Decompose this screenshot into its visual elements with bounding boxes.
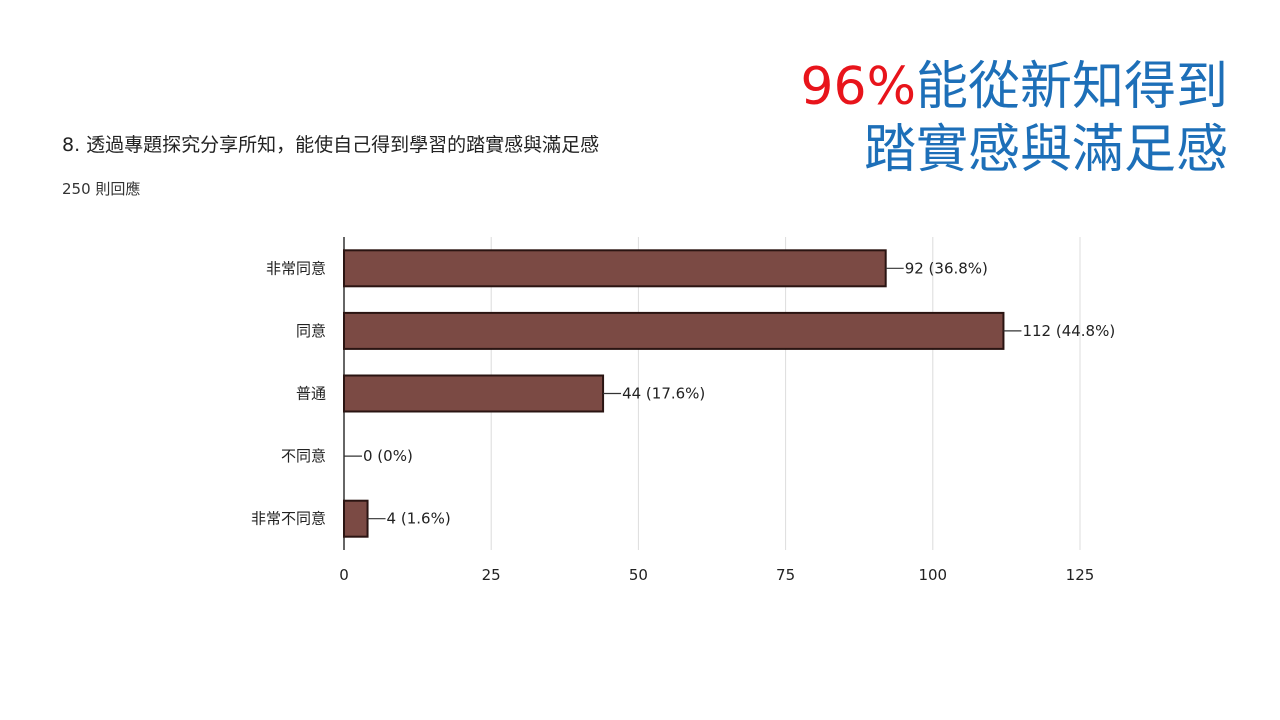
bar	[343, 249, 887, 288]
bar	[343, 311, 1005, 350]
x-tick-label: 125	[1066, 566, 1095, 584]
category-label: 非常同意	[266, 259, 326, 277]
data-label: 0 (0%)	[363, 447, 413, 465]
headline-line-1: 96%能從新知得到	[800, 56, 1228, 119]
category-label: 普通	[296, 385, 326, 403]
data-label: 112 (44.8%)	[1022, 322, 1115, 340]
x-tick-label: 25	[482, 566, 501, 584]
x-tick-label: 100	[918, 566, 947, 584]
response-count: 250 則回應	[62, 180, 141, 198]
data-label: 44 (17.6%)	[622, 385, 705, 403]
question-title: 8. 透過專題探究分享所知，能使自己得到學習的踏實感與滿足感	[62, 134, 600, 156]
bar	[343, 499, 369, 538]
data-label: 92 (36.8%)	[905, 259, 988, 277]
headline-line-1-text: 能從新知得到	[915, 57, 1228, 117]
category-label: 同意	[296, 322, 326, 340]
x-tick-label: 0	[339, 566, 349, 584]
data-label: 4 (1.6%)	[387, 510, 451, 528]
headline: 96%能從新知得到 踏實感與滿足感	[800, 56, 1228, 183]
category-label: 非常不同意	[251, 510, 326, 528]
headline-percent: 96%	[800, 57, 916, 117]
bar	[343, 374, 605, 413]
x-tick-label: 50	[629, 566, 648, 584]
category-label: 不同意	[281, 447, 326, 465]
headline-line-2: 踏實感與滿足感	[863, 120, 1228, 181]
x-tick-label: 75	[776, 566, 795, 584]
